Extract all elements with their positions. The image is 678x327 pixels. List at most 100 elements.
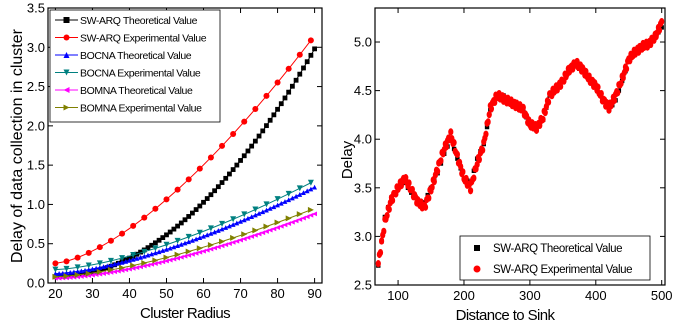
data-point <box>85 262 92 269</box>
legend-label: SW-ARQ Theoretical Value <box>493 243 622 255</box>
y-tick-label: 0.5 <box>27 236 45 251</box>
data-point <box>252 212 258 218</box>
data-point <box>480 146 486 154</box>
data-point <box>245 215 251 221</box>
data-point <box>278 101 284 107</box>
data-point <box>152 257 159 264</box>
x-tick-label: 70 <box>233 286 247 301</box>
y-tick-label: 3.0 <box>354 229 372 244</box>
right-plot-frame <box>374 7 666 286</box>
data-point <box>241 153 247 159</box>
data-point <box>149 242 155 248</box>
data-point <box>286 221 292 226</box>
data-point <box>171 226 177 232</box>
data-point <box>119 259 125 265</box>
data-point <box>448 128 454 136</box>
data-point <box>75 269 81 274</box>
data-point <box>289 219 295 225</box>
data-point <box>297 192 303 197</box>
data-point <box>426 194 432 202</box>
data-point <box>163 254 170 261</box>
data-point <box>378 237 385 245</box>
data-point <box>278 223 284 229</box>
data-point <box>312 46 317 52</box>
data-point <box>156 237 162 243</box>
data-point <box>208 231 214 236</box>
data-point <box>74 271 81 278</box>
right-series-1 <box>375 17 665 268</box>
data-point <box>174 237 181 244</box>
data-point <box>307 37 314 44</box>
data-point <box>197 249 203 255</box>
left-series-3 <box>52 179 314 273</box>
data-point <box>119 255 126 262</box>
data-point <box>119 268 125 273</box>
data-point <box>182 253 188 259</box>
legend-marker <box>63 52 70 58</box>
data-point <box>130 256 136 262</box>
data-point <box>492 98 498 107</box>
data-point <box>227 171 232 177</box>
y-tick-label: 2.0 <box>27 118 45 133</box>
data-point <box>185 248 192 255</box>
data-point <box>204 247 210 253</box>
legend-marker <box>63 87 70 93</box>
data-point <box>186 214 192 219</box>
data-point <box>52 260 59 267</box>
data-point <box>112 269 118 275</box>
data-point <box>175 255 180 261</box>
data-point <box>264 229 269 234</box>
data-point <box>304 214 310 220</box>
data-point <box>429 183 435 191</box>
data-point <box>409 185 415 194</box>
x-tick-label: 80 <box>270 286 284 301</box>
data-point <box>595 83 601 91</box>
right-legend: SW-ARQ Theoretical Value SW-ARQ Experimen… <box>473 243 633 276</box>
left-series-group <box>52 37 317 281</box>
data-point <box>208 246 214 252</box>
data-point <box>252 232 258 238</box>
data-point <box>271 204 277 210</box>
data-point <box>196 165 203 172</box>
data-point <box>285 190 292 197</box>
data-point <box>186 239 192 245</box>
left-plot-frame <box>47 7 323 284</box>
data-point <box>249 143 255 149</box>
data-point <box>219 226 225 232</box>
right-series-group <box>375 17 665 268</box>
data-point <box>520 103 526 112</box>
data-point <box>85 249 92 256</box>
y-tick-label: 4.0 <box>354 132 372 147</box>
data-point <box>275 202 280 208</box>
data-point <box>484 124 490 130</box>
data-point <box>252 206 259 213</box>
data-point <box>234 238 240 244</box>
data-point <box>196 229 203 236</box>
data-point <box>204 196 210 201</box>
y-tick-label: 0.0 <box>27 276 45 291</box>
right-y-axis-label: Delay <box>339 140 356 179</box>
data-point <box>119 264 126 271</box>
data-point <box>141 214 148 221</box>
data-point <box>286 89 292 95</box>
data-point <box>623 65 630 73</box>
data-point <box>164 232 169 238</box>
left-x-axis-label: Cluster Radius <box>140 305 230 322</box>
data-point <box>145 245 151 251</box>
data-point <box>215 184 221 190</box>
data-point <box>533 126 540 134</box>
data-point <box>656 26 663 34</box>
data-point <box>212 229 218 235</box>
data-point <box>245 235 251 241</box>
data-point <box>219 243 225 249</box>
data-point <box>245 148 251 154</box>
left-y-axis-label: Delay of data collection in cluster <box>9 28 26 263</box>
data-point <box>308 186 314 192</box>
data-point <box>67 269 73 275</box>
data-point <box>93 268 99 274</box>
right-series-0 <box>376 25 664 268</box>
data-point <box>215 244 221 250</box>
legend-marker <box>63 34 70 41</box>
data-point <box>107 266 114 273</box>
data-point <box>182 217 188 223</box>
